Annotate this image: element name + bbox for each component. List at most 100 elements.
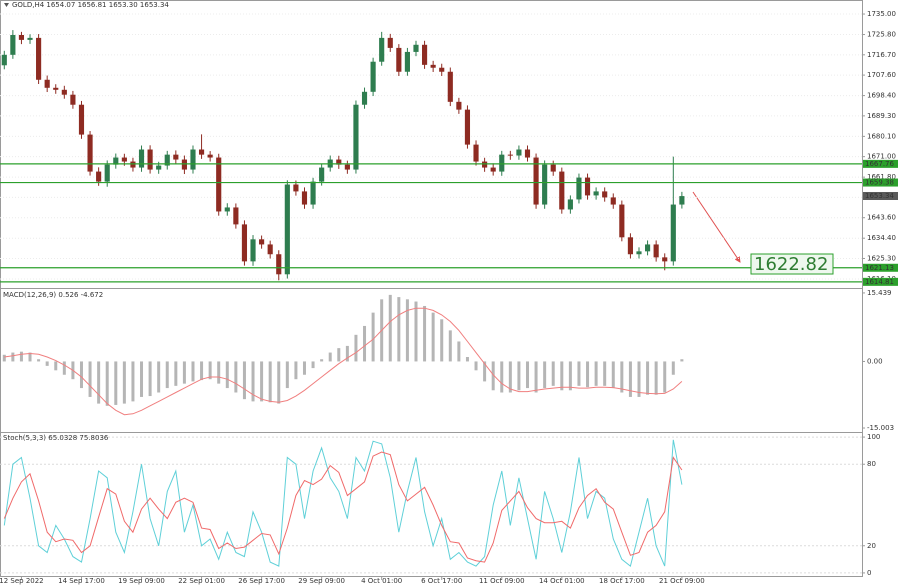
candle-body	[293, 184, 299, 192]
candle-body	[550, 164, 556, 172]
x-tick-label: 29 Sep 09:00	[298, 577, 345, 585]
histogram-bar	[217, 361, 221, 384]
histogram-bar	[88, 361, 92, 397]
y-tick-label: 1698.40	[867, 92, 896, 100]
candle-body	[121, 157, 127, 162]
candle-body	[396, 47, 402, 72]
histogram-bar	[251, 361, 255, 402]
histogram-bar	[277, 361, 281, 404]
candle-body	[78, 104, 85, 135]
candle-body	[1, 54, 7, 66]
histogram-bar	[37, 359, 41, 362]
histogram-bar	[28, 352, 32, 362]
histogram-bar	[543, 361, 547, 389]
candle-body	[670, 204, 676, 262]
x-tick-label: 21 Oct 09:00	[659, 577, 705, 585]
candle-body	[447, 71, 453, 102]
histogram-bar	[122, 361, 126, 404]
candle-body	[464, 109, 471, 145]
histogram-bar	[328, 352, 332, 362]
histogram-bar	[54, 361, 58, 371]
histogram-bar	[105, 361, 109, 406]
candle-body	[87, 134, 93, 172]
panel-title: Stoch(5,3,3) 65.0328 75.8036	[3, 434, 109, 442]
candle-body	[344, 164, 350, 170]
candle-body	[104, 164, 110, 182]
last-price-tag	[863, 191, 898, 200]
histogram-bar	[242, 361, 246, 400]
y-tick-label: 1725.80	[867, 31, 896, 39]
histogram-bar	[225, 361, 229, 389]
candle-body	[456, 101, 462, 110]
candle-body	[267, 244, 273, 255]
candle-body	[567, 199, 573, 210]
candle-body	[353, 104, 359, 170]
signal-line	[4, 307, 683, 416]
histogram-bar	[294, 361, 298, 380]
candle-body	[44, 79, 50, 88]
histogram-bar	[611, 361, 615, 389]
candle-body	[284, 184, 290, 275]
histogram-bar	[62, 361, 66, 375]
candle-body	[593, 191, 599, 196]
panel-title: MACD(12,26,9) 0.526 -4.672	[3, 291, 103, 299]
histogram-bar	[465, 357, 469, 362]
x-tick-label: 18 Oct 17:00	[599, 577, 645, 585]
histogram-bar	[483, 361, 487, 382]
annotation-label: 1622.82	[754, 254, 828, 275]
candle-body	[602, 191, 608, 198]
histogram-bar	[440, 319, 444, 362]
histogram-bar	[620, 361, 624, 393]
histogram-bar	[534, 361, 538, 393]
candle-body	[10, 34, 16, 55]
symbol-menu-icon[interactable]	[4, 3, 9, 7]
candle-body	[524, 149, 531, 158]
y-tick-label: 0.00	[867, 357, 883, 365]
candle-body	[301, 191, 308, 205]
candle-body	[653, 244, 659, 258]
oscillator-line	[3, 451, 683, 563]
histogram-bar	[311, 361, 315, 369]
histogram-bar	[508, 361, 512, 393]
histogram-bar	[19, 351, 23, 362]
level-label: 1614.81	[865, 278, 894, 286]
x-tick-label: 26 Sep 17:00	[238, 577, 285, 585]
y-tick-label: 1689.30	[867, 112, 896, 120]
histogram-bar	[594, 361, 598, 386]
candle-body	[147, 149, 153, 170]
candle-body	[190, 149, 196, 170]
y-tick-label: 15.439	[867, 289, 892, 297]
candle-body	[319, 167, 325, 182]
y-tick-label: 80	[867, 460, 876, 468]
level-label: 1659.38	[865, 179, 894, 187]
candle-body	[113, 157, 119, 165]
histogram-bar	[200, 361, 204, 381]
candle-body	[173, 154, 179, 160]
x-tick-label: 19 Sep 09:00	[118, 577, 165, 585]
histogram-bar	[371, 312, 375, 362]
level-label: 1621.13	[865, 264, 894, 272]
candle-body	[336, 159, 342, 165]
y-tick-label: 1661.80	[867, 173, 896, 181]
y-tick-label: 1680.10	[867, 132, 896, 140]
candle-body	[610, 197, 616, 205]
candle-body	[576, 177, 582, 200]
candle-body	[482, 161, 488, 168]
candle-body	[96, 171, 102, 182]
histogram-bar	[397, 297, 401, 362]
histogram-bar	[431, 312, 435, 362]
histogram-bar	[491, 361, 495, 391]
histogram-bar	[517, 361, 521, 391]
y-tick-label: 1671.00	[867, 153, 896, 161]
candle-body	[644, 244, 651, 252]
histogram-bar	[11, 352, 15, 362]
candle-body	[430, 64, 436, 68]
candle-body	[27, 37, 33, 40]
histogram-bar	[551, 361, 555, 386]
histogram-bar	[457, 341, 461, 362]
histogram-bar	[79, 361, 83, 389]
histogram-bar	[148, 361, 152, 397]
candle-body	[679, 196, 685, 205]
histogram-bar	[260, 361, 264, 402]
